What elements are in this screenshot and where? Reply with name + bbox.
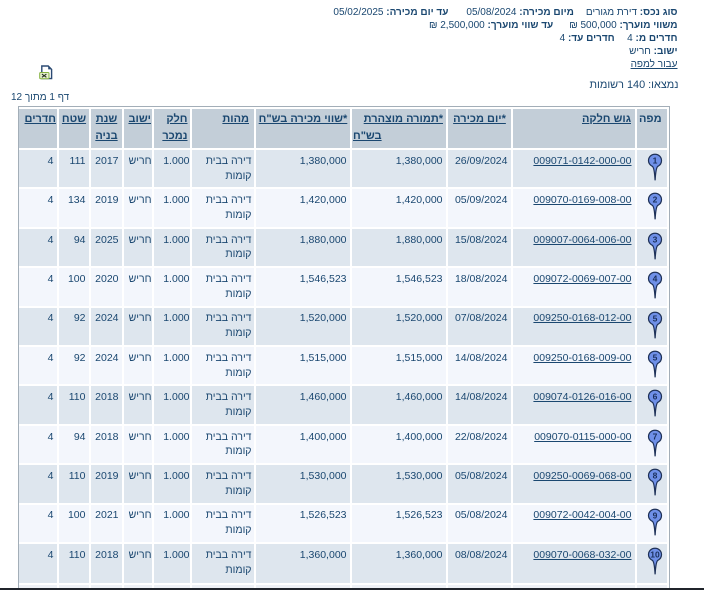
- svg-text:10: 10: [650, 550, 660, 560]
- svg-text:5: 5: [652, 313, 657, 323]
- svg-text:3: 3: [652, 234, 657, 244]
- svg-text:7: 7: [652, 431, 657, 441]
- svg-text:4: 4: [652, 274, 657, 284]
- svg-text:1: 1: [652, 156, 657, 166]
- svg-text:2: 2: [652, 195, 657, 205]
- svg-text:9: 9: [652, 510, 657, 520]
- svg-text:5: 5: [652, 353, 657, 363]
- svg-text:6: 6: [652, 392, 657, 402]
- svg-text:8: 8: [652, 471, 657, 481]
